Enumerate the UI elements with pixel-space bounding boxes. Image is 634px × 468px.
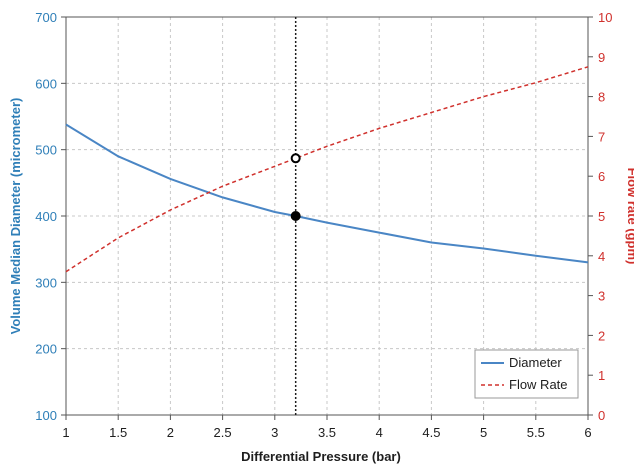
y-right-tick-label: 0 [598,408,605,423]
y-right-tick-label: 3 [598,289,605,304]
y-left-tick-label: 100 [35,408,57,423]
x-tick-label: 4 [376,425,383,440]
y-right-tick-label: 7 [598,129,605,144]
axes: 1 1.5 2 2.5 3 3.5 4 4.5 5 5.5 61002003004005006007… [35,10,612,440]
marker-group [290,153,301,221]
x-axis-title: Differential Pressure (bar) [241,449,401,464]
series-line-diameter [65,123,589,264]
x-tick-label: 1 [62,425,69,440]
legend: Diameter Flow Rate [474,349,579,399]
grid [66,17,588,415]
y-left-tick-label: 500 [35,143,57,158]
x-tick-label: 6 [584,425,591,440]
legend-box [474,349,579,399]
legend-label-diameter: Diameter [509,355,562,370]
series-group [65,66,589,273]
x-tick-label: 2 [167,425,174,440]
y-left-tick-label: 400 [35,209,57,224]
y-right-tick-label: 9 [598,50,605,65]
x-tick-label: 3 [271,425,278,440]
y-right-tick-label: 1 [598,368,605,383]
x-tick-label: 2.5 [214,425,232,440]
x-tick-label: 4.5 [422,425,440,440]
marker-flow-rate-point [290,153,301,164]
y-left-tick-label: 700 [35,10,57,25]
y-right-tick-label: 5 [598,209,605,224]
x-tick-label: 3.5 [318,425,336,440]
x-tick-label: 5 [480,425,487,440]
y-right-tick-label: 4 [598,249,605,264]
y-right-tick-label: 10 [598,10,612,25]
y-left-tick-label: 600 [35,76,57,91]
y-right-tick-label: 2 [598,328,605,343]
marker-diameter-point [290,211,301,221]
y-left-axis-title: Volume Median Diameter (micrometer) [8,98,23,335]
series-line-flow-rate [65,66,589,273]
x-tick-label: 1.5 [109,425,127,440]
y-left-tick-label: 200 [35,342,57,357]
y-right-tick-label: 8 [598,90,605,105]
x-tick-label: 5.5 [527,425,545,440]
y-left-tick-label: 300 [35,275,57,290]
y-right-axis-title: Flow rate (gpm) [625,168,634,265]
y-right-tick-label: 6 [598,169,605,184]
legend-label-flow-rate: Flow Rate [509,377,568,392]
